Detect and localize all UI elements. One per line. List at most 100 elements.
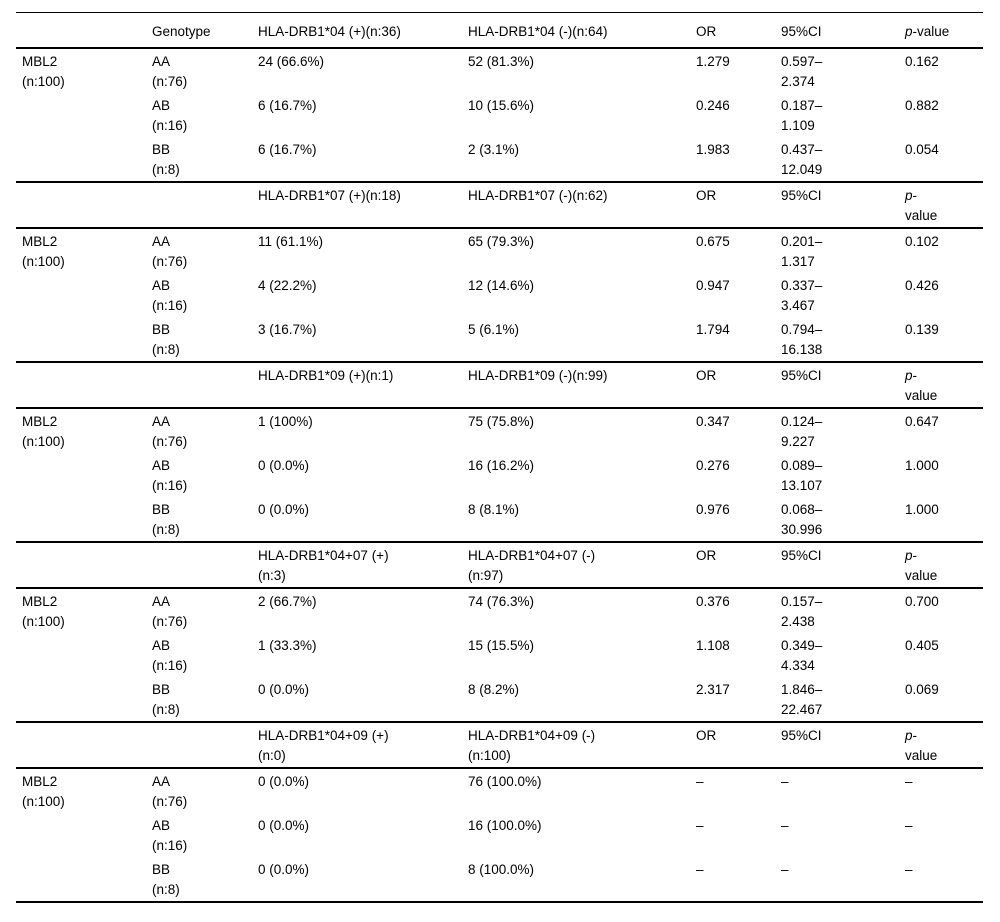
hla-negative-cell: 75 (75.8%)	[468, 414, 535, 429]
header-empty	[16, 182, 146, 228]
section-header-row: HLA-DRB1*04+09 (+) (n:0) HLA-DRB1*04+09 (…	[16, 722, 983, 768]
header-genotype	[146, 542, 252, 588]
pvalue-cell: 0.882	[905, 98, 939, 113]
genotype-cell: AB (n:16)	[152, 458, 188, 493]
table-row: MBL2 (n:100) AA (n:76) 24 (66.6%) 52 (81.3…	[16, 48, 983, 93]
header-or: OR	[696, 24, 717, 39]
header-hla-positive: HLA-DRB1*07 (+)(n:18)	[258, 188, 401, 203]
pvalue-italic-p: p	[905, 548, 913, 563]
or-cell: 0.347	[696, 414, 730, 429]
gene-cell: MBL2 (n:100)	[22, 54, 65, 89]
header-hla-positive: HLA-DRB1*04+09 (+) (n:0)	[258, 728, 389, 763]
pvalue-cell: 0.054	[905, 142, 939, 157]
section-header-row: HLA-DRB1*09 (+)(n:1) HLA-DRB1*09 (-)(n:9…	[16, 362, 983, 408]
pvalue-cell: –	[905, 774, 913, 789]
table-section-drb1-04-09: HLA-DRB1*04+09 (+) (n:0) HLA-DRB1*04+09 (…	[16, 722, 983, 902]
header-ci: 95%CI	[781, 548, 822, 563]
header-genotype	[146, 722, 252, 768]
or-cell: 0.947	[696, 278, 730, 293]
header-pvalue: p-value	[905, 728, 938, 763]
ci-cell: 0.124– 9.227	[781, 414, 823, 449]
ci-cell: 1.846– 22.467	[781, 682, 823, 717]
or-cell: 0.376	[696, 594, 730, 609]
hla-positive-cell: 1 (33.3%)	[258, 638, 317, 653]
table-row: AB (n:16) 4 (22.2%) 12 (14.6%) 0.947 0.33…	[16, 273, 983, 317]
table-row: MBL2 (n:100) AA (n:76) 1 (100%) 75 (75.8%)…	[16, 408, 983, 453]
section-header-row: HLA-DRB1*04+07 (+) (n:3) HLA-DRB1*04+07 (…	[16, 542, 983, 588]
or-cell: 2.317	[696, 682, 730, 697]
pvalue-italic-p: p	[905, 728, 913, 743]
or-cell: 1.108	[696, 638, 730, 653]
table-section-drb1-04: Genotype HLA-DRB1*04 (+)(n:36) HLA-DRB1*…	[16, 13, 983, 182]
table-row: MBL2 (n:100) AA (n:76) 0 (0.0%) 76 (100.0%…	[16, 768, 983, 813]
pvalue-cell: 1.000	[905, 458, 939, 473]
ci-cell: –	[781, 818, 789, 833]
ci-cell: –	[781, 862, 789, 877]
header-or: OR	[696, 188, 717, 203]
gene-cell	[16, 497, 146, 542]
pvalue-cell: 0.405	[905, 638, 939, 653]
gene-cell	[16, 317, 146, 362]
table-row: AB (n:16) 0 (0.0%) 16 (16.2%) 0.276 0.089…	[16, 453, 983, 497]
table-section-drb1-09: HLA-DRB1*09 (+)(n:1) HLA-DRB1*09 (-)(n:9…	[16, 362, 983, 542]
hla-negative-cell: 76 (100.0%)	[468, 774, 542, 789]
pvalue-cell: 0.162	[905, 54, 939, 69]
hla-positive-cell: 2 (66.7%)	[258, 594, 317, 609]
pvalue-cell: 1.000	[905, 502, 939, 517]
or-cell: 0.276	[696, 458, 730, 473]
or-cell: 0.976	[696, 502, 730, 517]
gene-cell	[16, 93, 146, 137]
hla-positive-cell: 3 (16.7%)	[258, 322, 317, 337]
ci-cell: 0.201– 1.317	[781, 234, 823, 269]
gene-cell	[16, 453, 146, 497]
pvalue-italic-p: p	[905, 188, 913, 203]
gene-cell	[16, 633, 146, 677]
ci-cell: 0.437– 12.049	[781, 142, 823, 177]
header-hla-positive: HLA-DRB1*04+07 (+) (n:3)	[258, 548, 389, 583]
header-or: OR	[696, 368, 717, 383]
genotype-cell: AB (n:16)	[152, 638, 188, 673]
hla-negative-cell: 5 (6.1%)	[468, 322, 520, 337]
ci-cell: 0.187– 1.109	[781, 98, 823, 133]
hla-mbl2-association-table: Genotype HLA-DRB1*04 (+)(n:36) HLA-DRB1*…	[16, 12, 983, 903]
gene-cell	[16, 813, 146, 857]
pvalue-cell: 0.426	[905, 278, 939, 293]
hla-positive-cell: 0 (0.0%)	[258, 502, 310, 517]
genotype-cell: AA (n:76)	[152, 54, 188, 89]
hla-negative-cell: 10 (15.6%)	[468, 98, 535, 113]
hla-negative-cell: 8 (8.2%)	[468, 682, 520, 697]
section-header-row: HLA-DRB1*07 (+)(n:18) HLA-DRB1*07 (-)(n:…	[16, 182, 983, 228]
header-hla-negative: HLA-DRB1*04 (-)(n:64)	[468, 24, 608, 39]
hla-negative-cell: 8 (8.1%)	[468, 502, 520, 517]
header-ci: 95%CI	[781, 188, 822, 203]
table-row: BB (n:8) 0 (0.0%) 8 (8.1%) 0.976 0.068– 30…	[16, 497, 983, 542]
hla-positive-cell: 0 (0.0%)	[258, 774, 310, 789]
genotype-cell: AB (n:16)	[152, 278, 188, 313]
header-ci: 95%CI	[781, 728, 822, 743]
pvalue-cell: 0.069	[905, 682, 939, 697]
ci-cell: 0.597– 2.374	[781, 54, 823, 89]
gene-cell	[16, 857, 146, 902]
header-hla-negative: HLA-DRB1*07 (-)(n:62)	[468, 188, 608, 203]
header-genotype: Genotype	[152, 24, 211, 39]
pvalue-cell: 0.102	[905, 234, 939, 249]
hla-positive-cell: 0 (0.0%)	[258, 458, 310, 473]
pvalue-italic-p: p	[905, 24, 913, 39]
header-pvalue: p-value	[905, 548, 938, 583]
header-ci: 95%CI	[781, 368, 822, 383]
hla-negative-cell: 52 (81.3%)	[468, 54, 535, 69]
genotype-cell: BB (n:8)	[152, 142, 180, 177]
hla-positive-cell: 0 (0.0%)	[258, 682, 310, 697]
gene-cell	[16, 677, 146, 722]
table-row: AB (n:16) 0 (0.0%) 16 (100.0%) – – –	[16, 813, 983, 857]
pvalue-italic-p: p	[905, 368, 913, 383]
genotype-cell: AA (n:76)	[152, 234, 188, 269]
header-genotype	[146, 362, 252, 408]
hla-negative-cell: 65 (79.3%)	[468, 234, 535, 249]
ci-cell: 0.794– 16.138	[781, 322, 823, 357]
or-cell: 1.279	[696, 54, 730, 69]
hla-negative-cell: 8 (100.0%)	[468, 862, 535, 877]
header-hla-positive: HLA-DRB1*09 (+)(n:1)	[258, 368, 394, 383]
pvalue-cell: 0.647	[905, 414, 939, 429]
